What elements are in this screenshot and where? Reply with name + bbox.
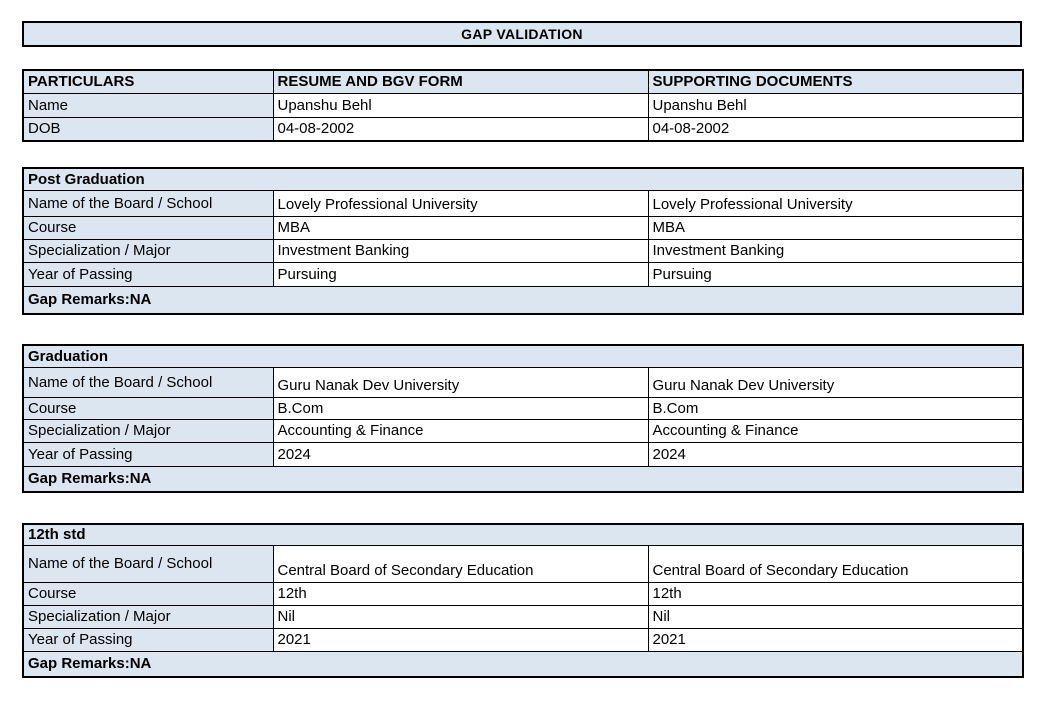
resume-value: MBA: [272, 215, 649, 240]
table-row: DOB 04-08-2002 04-08-2002: [22, 116, 1024, 142]
supporting-value: Guru Nanak Dev University: [647, 366, 1024, 398]
table-row: Specialization / Major Nil Nil: [22, 604, 1024, 629]
resume-value: 12th: [272, 581, 649, 606]
gap-remarks-row: Gap Remarks:NA: [22, 465, 1024, 493]
row-label-course: Course: [22, 215, 274, 240]
col-header-supporting-docs: SUPPORTING DOCUMENTS: [647, 69, 1024, 94]
section-header-row: Graduation: [22, 344, 1024, 368]
info-table: PARTICULARS RESUME AND BGV FORM SUPPORTI…: [22, 69, 1024, 142]
table-row: Course 12th 12th: [22, 581, 1024, 606]
table-row: Year of Passing 2021 2021: [22, 627, 1024, 652]
table-row: Name of the Board / School Central Board…: [22, 544, 1024, 583]
supporting-value: Pursuing: [647, 261, 1024, 287]
document-title-bar: GAP VALIDATION: [22, 21, 1022, 47]
supporting-value: Accounting & Finance: [647, 418, 1024, 443]
row-label-board: Name of the Board / School: [22, 366, 274, 398]
supporting-value: 12th: [647, 581, 1024, 606]
section-header-row: Post Graduation: [22, 167, 1024, 191]
row-label-board: Name of the Board / School: [22, 189, 274, 217]
gap-remarks-row: Gap Remarks:NA: [22, 285, 1024, 315]
supporting-value: 2024: [647, 441, 1024, 467]
gap-remarks-row: Gap Remarks:NA: [22, 650, 1024, 678]
supporting-value: Nil: [647, 604, 1024, 629]
row-label-course: Course: [22, 581, 274, 606]
table-row: Name of the Board / School Guru Nanak De…: [22, 366, 1024, 398]
resume-value: 2024: [272, 441, 649, 467]
gap-remarks: Gap Remarks:NA: [22, 285, 1024, 315]
gap-remarks: Gap Remarks:NA: [22, 650, 1024, 678]
supporting-value: Upanshu Behl: [647, 92, 1024, 118]
resume-value: Upanshu Behl: [272, 92, 649, 118]
resume-value: Lovely Professional University: [272, 189, 649, 217]
table-row: Name of the Board / School Lovely Profes…: [22, 189, 1024, 217]
row-label-course: Course: [22, 396, 274, 420]
supporting-value: Central Board of Secondary Education: [647, 544, 1024, 583]
resume-value: Investment Banking: [272, 238, 649, 263]
row-label-name: Name: [22, 92, 274, 118]
row-label-dob: DOB: [22, 116, 274, 142]
row-label-year: Year of Passing: [22, 627, 274, 652]
resume-value: B.Com: [272, 396, 649, 420]
section-header-row: 12th std: [22, 523, 1024, 546]
row-label-specialization: Specialization / Major: [22, 418, 274, 443]
gap-remarks: Gap Remarks:NA: [22, 465, 1024, 493]
resume-value: Accounting & Finance: [272, 418, 649, 443]
section-title: Graduation: [22, 344, 1024, 368]
row-label-year: Year of Passing: [22, 441, 274, 467]
supporting-value: B.Com: [647, 396, 1024, 420]
supporting-value: Lovely Professional University: [647, 189, 1024, 217]
table-row: Course MBA MBA: [22, 215, 1024, 240]
resume-value: Central Board of Secondary Education: [272, 544, 649, 583]
row-label-board: Name of the Board / School: [22, 544, 274, 583]
section-table-post-graduation: Post Graduation Name of the Board / Scho…: [22, 167, 1025, 315]
table-row: Year of Passing 2024 2024: [22, 441, 1024, 467]
resume-value: Nil: [272, 604, 649, 629]
document-page: GAP VALIDATION PARTICULARS RESUME AND BG…: [22, 21, 1025, 678]
table-header-row: PARTICULARS RESUME AND BGV FORM SUPPORTI…: [22, 69, 1024, 94]
table-row: Year of Passing Pursuing Pursuing: [22, 261, 1024, 287]
col-header-resume-bgv: RESUME AND BGV FORM: [272, 69, 649, 94]
supporting-value: 2021: [647, 627, 1024, 652]
row-label-specialization: Specialization / Major: [22, 238, 274, 263]
table-row: Course B.Com B.Com: [22, 396, 1024, 420]
row-label-specialization: Specialization / Major: [22, 604, 274, 629]
section-table-12th-std: 12th std Name of the Board / School Cent…: [22, 523, 1025, 678]
section-title: Post Graduation: [22, 167, 1024, 191]
supporting-value: 04-08-2002: [647, 116, 1024, 142]
section-title: 12th std: [22, 523, 1024, 546]
supporting-value: MBA: [647, 215, 1024, 240]
resume-value: Guru Nanak Dev University: [272, 366, 649, 398]
supporting-value: Investment Banking: [647, 238, 1024, 263]
row-label-year: Year of Passing: [22, 261, 274, 287]
page-title: GAP VALIDATION: [461, 26, 583, 42]
col-header-particulars: PARTICULARS: [22, 69, 274, 94]
resume-value: Pursuing: [272, 261, 649, 287]
table-row: Name Upanshu Behl Upanshu Behl: [22, 92, 1024, 118]
table-row: Specialization / Major Investment Bankin…: [22, 238, 1024, 263]
table-row: Specialization / Major Accounting & Fina…: [22, 418, 1024, 443]
section-table-graduation: Graduation Name of the Board / School Gu…: [22, 344, 1025, 493]
resume-value: 2021: [272, 627, 649, 652]
resume-value: 04-08-2002: [272, 116, 649, 142]
